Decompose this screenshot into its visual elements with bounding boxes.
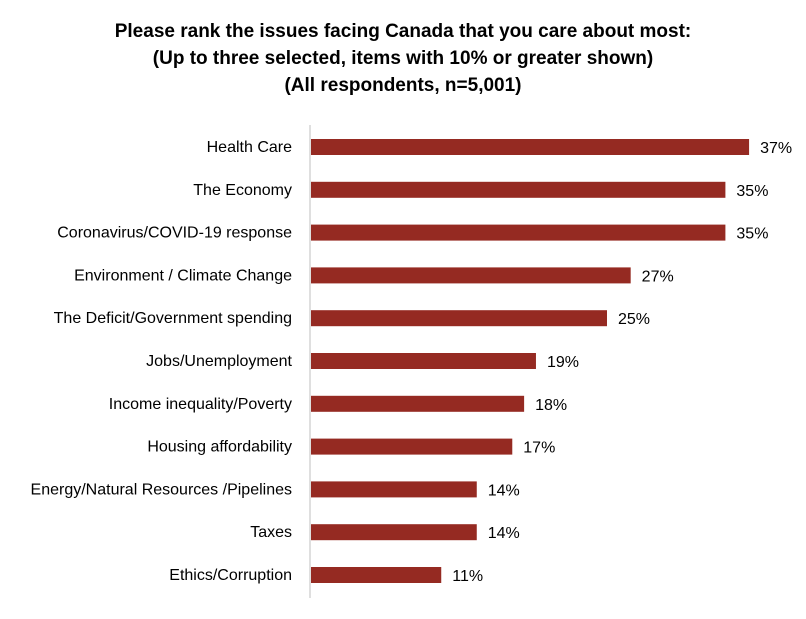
value-label-1: 35% bbox=[736, 183, 768, 200]
title-line-3: (All respondents, n=5,001) bbox=[284, 75, 522, 96]
value-label-6: 18% bbox=[535, 397, 567, 414]
value-label-7: 17% bbox=[523, 440, 555, 457]
bars-group: Health Care 37% The Economy 35% Coronavirus/… bbox=[31, 139, 792, 585]
category-label-5: Jobs/Unemployment bbox=[146, 353, 292, 370]
bar-6 bbox=[311, 395, 525, 412]
bar-7 bbox=[311, 438, 513, 455]
category-label-6: Income inequality/Poverty bbox=[109, 396, 292, 413]
bar-0 bbox=[311, 139, 750, 155]
bar-3 bbox=[311, 267, 631, 284]
category-label-1: The Economy bbox=[193, 182, 292, 199]
category-label-7: Housing affordability bbox=[147, 439, 292, 456]
value-label-3: 27% bbox=[642, 268, 674, 285]
value-label-5: 19% bbox=[547, 354, 579, 371]
bar-9 bbox=[311, 524, 477, 541]
bar-10 bbox=[311, 567, 442, 583]
bar-2 bbox=[311, 224, 726, 241]
value-label-9: 14% bbox=[488, 525, 520, 542]
bar-1 bbox=[311, 181, 726, 198]
category-label-4: The Deficit/Government spending bbox=[54, 310, 292, 327]
category-label-0: Health Care bbox=[207, 139, 292, 156]
category-label-9: Taxes bbox=[250, 524, 292, 541]
category-label-8: Energy/Natural Resources /Pipelines bbox=[31, 481, 292, 498]
bar-4 bbox=[311, 310, 607, 327]
value-label-4: 25% bbox=[618, 311, 650, 328]
value-label-8: 14% bbox=[488, 482, 520, 499]
title-line-1: Please rank the issues facing Canada tha… bbox=[114, 21, 692, 42]
category-label-10: Ethics/Corruption bbox=[169, 567, 292, 584]
title-line-2: (Up to three selected, items with 10% or… bbox=[152, 48, 654, 69]
value-label-10: 11% bbox=[452, 568, 483, 585]
bar-5 bbox=[311, 353, 536, 369]
category-label-3: Environment / Climate Change bbox=[74, 267, 292, 284]
value-label-2: 35% bbox=[736, 226, 768, 243]
chart-title: Please rank the issues facing Canada tha… bbox=[0, 18, 806, 99]
value-label-0: 37% bbox=[760, 140, 792, 157]
bar-8 bbox=[311, 481, 477, 498]
category-label-2: Coronavirus/COVID-19 response bbox=[57, 225, 292, 242]
